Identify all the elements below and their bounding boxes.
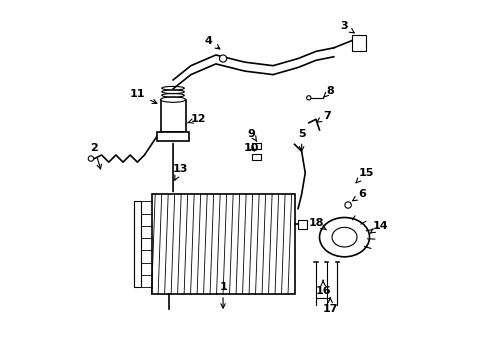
Text: 13: 13: [172, 164, 187, 180]
Ellipse shape: [331, 227, 356, 247]
Bar: [251, 154, 260, 159]
Ellipse shape: [160, 97, 185, 102]
Text: 2: 2: [90, 143, 101, 169]
Text: 7: 7: [316, 111, 330, 122]
Text: 1: 1: [219, 282, 226, 308]
Ellipse shape: [319, 217, 369, 257]
Text: 8: 8: [323, 86, 333, 98]
Bar: [160, 100, 185, 132]
Text: 12: 12: [187, 114, 205, 124]
Text: 4: 4: [204, 36, 220, 49]
Text: 6: 6: [352, 189, 366, 201]
Text: 10: 10: [244, 143, 259, 153]
Text: 16: 16: [315, 280, 330, 296]
Bar: [151, 194, 294, 294]
Text: 17: 17: [322, 298, 337, 314]
Text: 14: 14: [369, 221, 387, 234]
Ellipse shape: [88, 156, 93, 161]
Text: 11: 11: [129, 89, 157, 103]
Bar: [351, 35, 365, 51]
Bar: [251, 143, 260, 149]
Bar: [298, 220, 306, 229]
Bar: [157, 132, 189, 141]
Bar: [134, 202, 141, 287]
Text: 9: 9: [247, 129, 256, 141]
Text: 15: 15: [355, 168, 373, 183]
Ellipse shape: [219, 55, 226, 62]
Text: 5: 5: [297, 129, 305, 151]
Text: 18: 18: [307, 218, 326, 230]
Ellipse shape: [306, 96, 310, 100]
Ellipse shape: [344, 202, 350, 208]
Text: 3: 3: [340, 21, 353, 33]
